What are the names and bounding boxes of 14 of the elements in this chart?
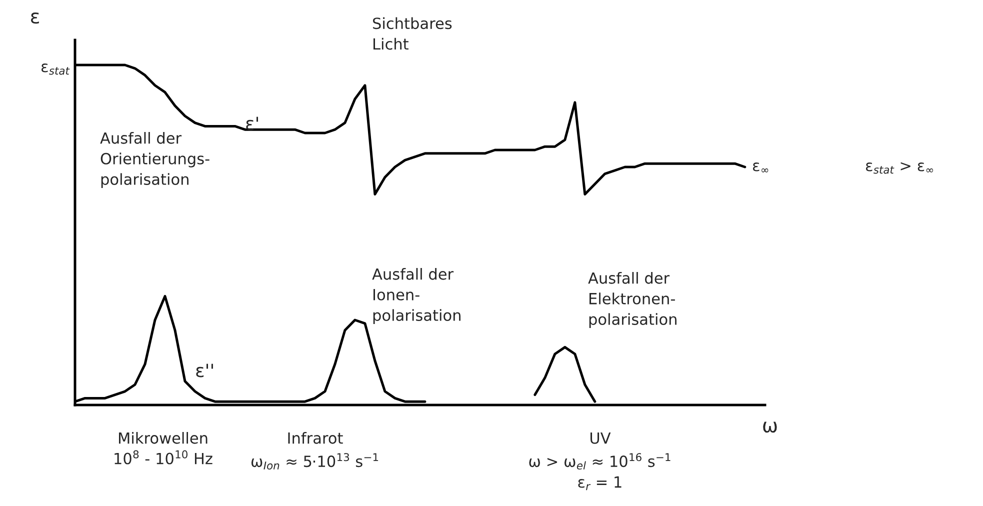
annotation: Ausfall der Orientierungs- polarisation xyxy=(100,132,210,188)
series-label: ε'' xyxy=(196,364,213,378)
series-label: ε' xyxy=(246,116,258,130)
text: Infrarot ω$_{Ion}$ ≈ 5·10$^{13}$ s$^{−1}$ xyxy=(251,432,378,470)
text: ε$_{stat}$ xyxy=(42,64,70,75)
annotation: Ausfall der Elektronen- polarisation xyxy=(588,272,676,328)
annotation: Ausfall der Ionen- polarisation xyxy=(372,268,460,324)
y-axis-title: ε xyxy=(31,12,39,24)
annotation: ε$_{∞}$ xyxy=(752,162,768,172)
text: Sichtbares Licht xyxy=(373,17,452,50)
x-axis-title: ω xyxy=(763,422,777,433)
text: Mikrowellen 10$^{8}$ - 10$^{10}$ Hz xyxy=(114,432,212,464)
text: UV ω > ω$_{el}$ ≈ 10$^{16}$ s$^{−1}$ ε$_{r}$ = 1 xyxy=(529,432,670,490)
text: ε$_{stat}$ > ε$_{∞}$ xyxy=(866,162,934,174)
